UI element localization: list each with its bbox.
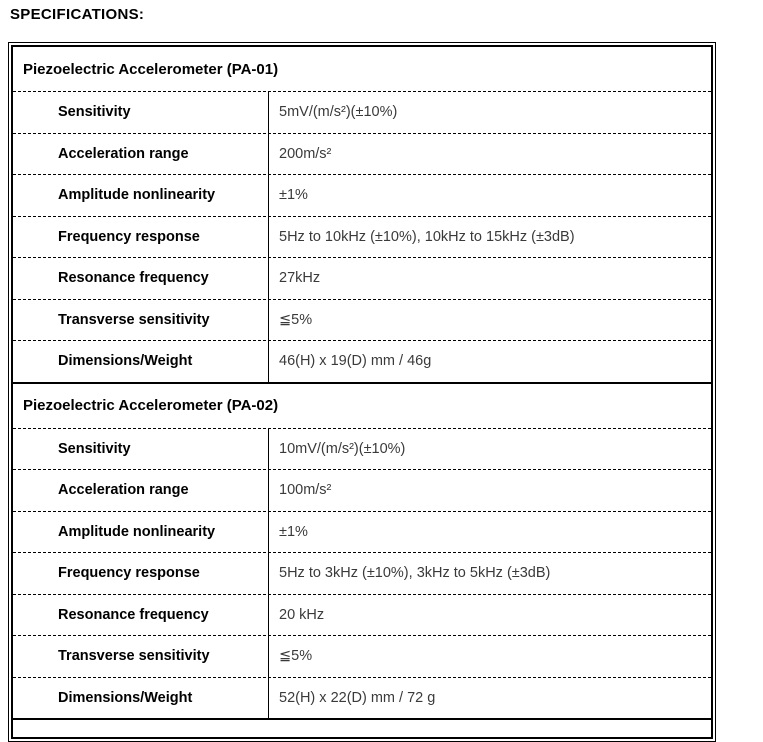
spec-value: 46(H) x 19(D) mm / 46g xyxy=(268,341,711,382)
section-rows: Sensitivity 10mV/(m/s²)(±10%) Accelerati… xyxy=(13,427,711,718)
spec-value: 5Hz to 3kHz (±10%), 3kHz to 5kHz (±3dB) xyxy=(268,553,711,594)
spec-label: Transverse sensitivity xyxy=(58,648,210,665)
spec-section: Piezoelectric Accelerometer (PA-02) Sens… xyxy=(13,381,711,718)
section-header-label: Piezoelectric Accelerometer (PA-02) xyxy=(23,397,279,414)
spec-label: Acceleration range xyxy=(58,145,189,162)
section-rows: Sensitivity 5mV/(m/s²)(±10%) Acceleratio… xyxy=(13,91,711,382)
spec-label: Dimensions/Weight xyxy=(58,353,193,370)
page-title: SPECIFICATIONS: xyxy=(10,6,145,23)
spec-row: Dimensions/Weight 52(H) x 22(D) mm / 72 … xyxy=(13,676,711,718)
specifications-table: Piezoelectric Accelerometer (PA-01) Sens… xyxy=(8,42,716,742)
next-section-partial xyxy=(13,718,711,737)
spec-value: 200m/s² xyxy=(268,133,711,174)
spec-label: Resonance frequency xyxy=(58,606,209,623)
spec-value: 27kHz xyxy=(268,258,711,299)
spec-label: Frequency response xyxy=(58,228,200,245)
spec-label: Dimensions/Weight xyxy=(58,689,193,706)
spec-label: Sensitivity xyxy=(58,440,131,457)
specifications-table-body: Piezoelectric Accelerometer (PA-01) Sens… xyxy=(11,45,713,739)
spec-row: Frequency response 5Hz to 10kHz (±10%), … xyxy=(13,215,711,257)
spec-value: ±1% xyxy=(268,511,711,552)
section-header-label: Piezoelectric Accelerometer (PA-01) xyxy=(23,60,279,78)
spec-row: Acceleration range 200m/s² xyxy=(13,132,711,174)
spec-value: 100m/s² xyxy=(268,470,711,511)
spec-row: Transverse sensitivity ≦5% xyxy=(13,635,711,677)
spec-value: 52(H) x 22(D) mm / 72 g xyxy=(268,677,711,718)
spec-row: Amplitude nonlinearity ±1% xyxy=(13,174,711,216)
section-header: Piezoelectric Accelerometer (PA-01) xyxy=(13,47,711,91)
spec-row: Resonance frequency 27kHz xyxy=(13,257,711,299)
spec-row: Acceleration range 100m/s² xyxy=(13,469,711,511)
spec-label: Frequency response xyxy=(58,565,200,582)
spec-label: Resonance frequency xyxy=(58,270,209,287)
spec-value: ≦5% xyxy=(268,636,711,677)
spec-value: ±1% xyxy=(268,175,711,216)
spec-label: Amplitude nonlinearity xyxy=(58,187,216,204)
spec-value: 5Hz to 10kHz (±10%), 10kHz to 15kHz (±3d… xyxy=(268,216,711,257)
spec-label: Transverse sensitivity xyxy=(58,311,210,328)
spec-row: Frequency response 5Hz to 3kHz (±10%), 3… xyxy=(13,552,711,594)
spec-value: ≦5% xyxy=(268,299,711,340)
spec-label: Acceleration range xyxy=(58,482,189,499)
spec-value: 10mV/(m/s²)(±10%) xyxy=(268,428,711,469)
spec-row: Amplitude nonlinearity ±1% xyxy=(13,510,711,552)
spec-row: Dimensions/Weight 46(H) x 19(D) mm / 46g xyxy=(13,340,711,382)
spec-label: Sensitivity xyxy=(58,104,131,121)
spec-value: 5mV/(m/s²)(±10%) xyxy=(268,92,711,133)
spec-row: Resonance frequency 20 kHz xyxy=(13,593,711,635)
spec-label: Amplitude nonlinearity xyxy=(58,523,216,540)
spec-row: Sensitivity 5mV/(m/s²)(±10%) xyxy=(13,91,711,133)
spec-section: Piezoelectric Accelerometer (PA-01) Sens… xyxy=(13,47,711,382)
spec-row: Sensitivity 10mV/(m/s²)(±10%) xyxy=(13,427,711,469)
spec-value: 20 kHz xyxy=(268,594,711,635)
section-header: Piezoelectric Accelerometer (PA-02) xyxy=(13,384,711,428)
spec-row: Transverse sensitivity ≦5% xyxy=(13,298,711,340)
